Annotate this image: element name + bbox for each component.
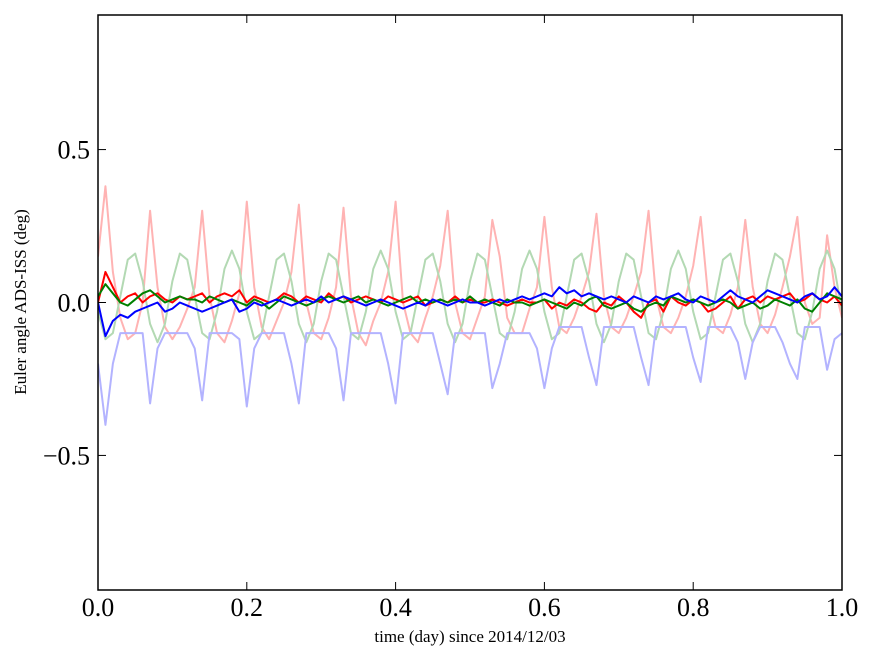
- x-tick-label: 1.0: [826, 593, 859, 622]
- x-tick-label: 0.2: [231, 593, 264, 622]
- x-tick-label: 0.0: [82, 593, 115, 622]
- y-tick-label: −0.5: [43, 441, 90, 470]
- x-tick-label: 0.6: [528, 593, 561, 622]
- y-tick-label: 0.0: [58, 289, 91, 318]
- x-tick-label: 0.8: [677, 593, 710, 622]
- series-line: [98, 249, 842, 344]
- series-line: [98, 185, 842, 347]
- series-line: [98, 325, 842, 426]
- x-tick-label: 0.4: [379, 593, 412, 622]
- x-axis-label: time (day) since 2014/12/03: [374, 627, 565, 646]
- series-line: [98, 270, 842, 319]
- series-line: [98, 286, 842, 338]
- y-tick-label: 0.5: [58, 136, 91, 165]
- y-axis-label: Euler angle ADS-ISS (deg): [11, 209, 30, 395]
- plot-frame: [97, 14, 843, 591]
